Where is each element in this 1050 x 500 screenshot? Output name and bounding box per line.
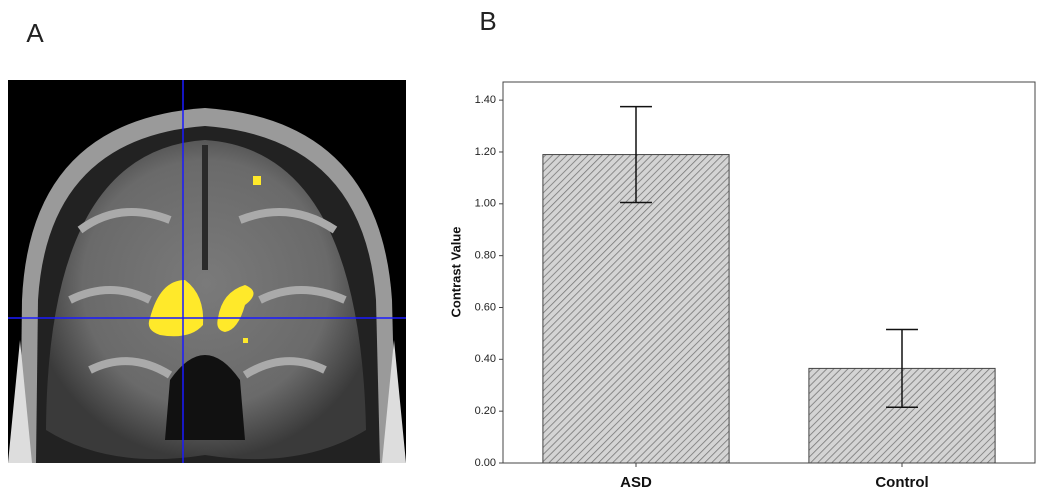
plot-frame [502,81,1036,464]
y-tick-label: 0.80 [475,250,496,262]
error-bar [620,105,652,204]
x-tick-label: Control [875,474,928,491]
y-tick-label: 0.60 [475,301,496,313]
y-tick-label: 0.00 [475,457,496,469]
mri-image [8,80,406,463]
panel-label: A [26,18,44,48]
x-tick-label: ASD [620,474,652,491]
y-tick-label: 1.00 [475,198,496,210]
error-bar [886,328,918,409]
y-tick-label: 0.40 [475,353,496,365]
y-tick-label: 1.20 [475,146,496,158]
y-tick-label: 1.40 [475,94,496,106]
panel-label: B [479,6,496,36]
y-tick-label: 0.20 [475,405,496,417]
y-axis-label: Contrast Value [448,226,463,317]
bar [542,154,730,464]
